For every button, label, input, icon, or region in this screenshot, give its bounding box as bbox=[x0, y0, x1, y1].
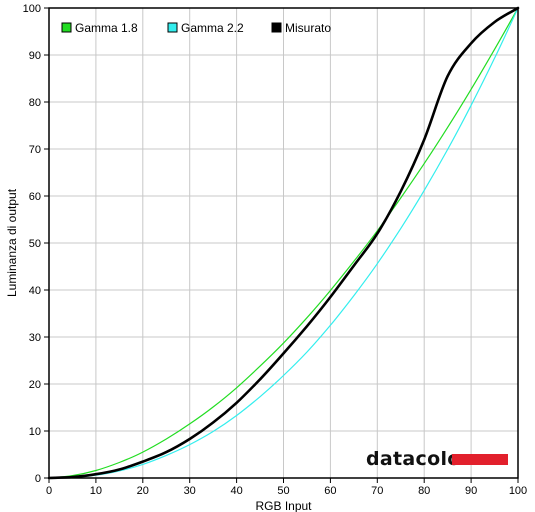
legend-label: Gamma 1.8 bbox=[75, 21, 138, 35]
x-tick-label: 10 bbox=[90, 485, 102, 497]
x-tick-label: 60 bbox=[324, 485, 336, 497]
x-tick-label: 90 bbox=[465, 485, 477, 497]
y-tick-label: 90 bbox=[29, 50, 41, 62]
y-axis-label: Luminanza di output bbox=[5, 188, 19, 297]
y-tick-label: 70 bbox=[29, 144, 41, 156]
x-tick-label: 70 bbox=[371, 485, 383, 497]
series-line-gamma-2-2 bbox=[48, 7, 519, 479]
legend-swatch bbox=[61, 22, 72, 33]
y-tick-label: 20 bbox=[29, 379, 41, 391]
legend-label: Gamma 2.2 bbox=[181, 21, 244, 35]
datacolor-logo-bar bbox=[452, 454, 508, 465]
grid-lines bbox=[49, 8, 518, 478]
x-tick-label: 30 bbox=[184, 485, 196, 497]
y-tick-label: 30 bbox=[29, 332, 41, 344]
y-tick-label: 60 bbox=[29, 191, 41, 203]
y-tick-label: 100 bbox=[23, 3, 41, 15]
x-tick-label: 100 bbox=[509, 485, 527, 497]
datacolor-logo: datacolor bbox=[366, 448, 508, 470]
x-tick-label: 80 bbox=[418, 485, 430, 497]
x-tick-label: 0 bbox=[46, 485, 52, 497]
legend-label: Misurato bbox=[285, 21, 331, 35]
x-tick-label: 40 bbox=[230, 485, 242, 497]
axis-ticks: 0 10 20 30 40 50 60 70 80 90 100 0 10 20 30 40 50 60 70 80 9… bbox=[23, 3, 528, 497]
x-tick-label: 50 bbox=[277, 485, 289, 497]
series-line-misurato bbox=[47, 6, 520, 480]
y-tick-label: 80 bbox=[29, 97, 41, 109]
legend: Gamma 1.8 Gamma 2.2 Misurato bbox=[61, 21, 331, 35]
data-series bbox=[47, 6, 520, 480]
x-axis-label: RGB Input bbox=[255, 499, 312, 512]
y-tick-label: 40 bbox=[29, 285, 41, 297]
legend-swatch bbox=[167, 22, 178, 33]
y-tick-label: 0 bbox=[35, 473, 41, 485]
y-tick-label: 50 bbox=[29, 238, 41, 250]
datacolor-logo-text: datacolor bbox=[366, 448, 471, 470]
y-tick-label: 10 bbox=[29, 426, 41, 438]
x-tick-label: 20 bbox=[137, 485, 149, 497]
legend-swatch bbox=[271, 22, 282, 33]
series-line-gamma-1-8 bbox=[48, 7, 519, 479]
